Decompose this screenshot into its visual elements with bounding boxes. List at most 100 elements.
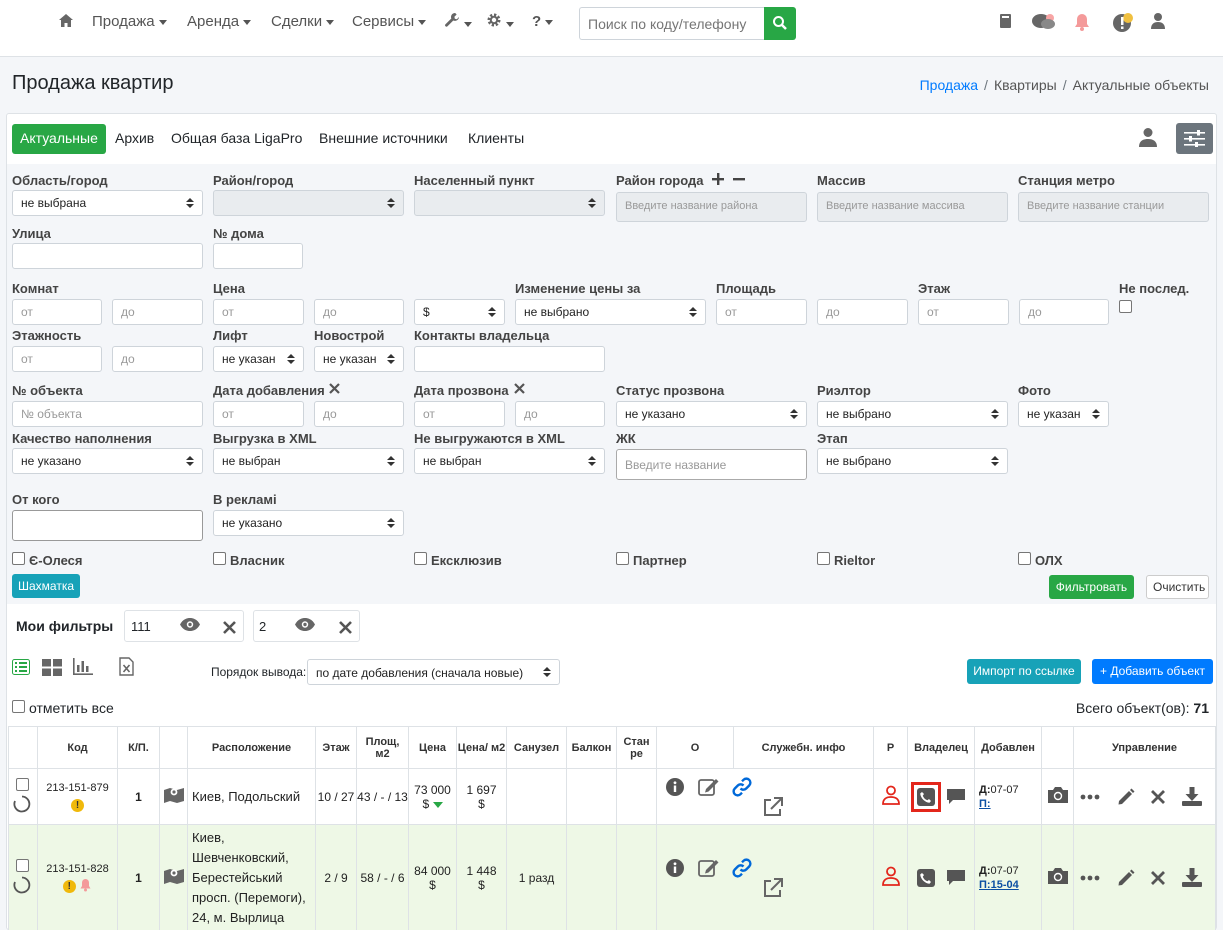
cena-to[interactable]: до — [314, 299, 404, 325]
list-view-icon[interactable] — [12, 659, 30, 675]
etazhnost-to[interactable]: до — [112, 346, 203, 372]
nav-deals[interactable]: Сделки — [271, 13, 335, 30]
izm-select[interactable]: не выбрано — [515, 299, 706, 325]
currency-select[interactable]: $ — [414, 299, 505, 325]
more-icon[interactable] — [1080, 794, 1100, 800]
data-prozv-from[interactable]: от — [414, 401, 505, 427]
map-icon[interactable] — [163, 867, 185, 885]
alert-icon[interactable] — [1111, 12, 1137, 34]
nav-sale[interactable]: Продажа — [92, 13, 167, 30]
th-code[interactable]: Код — [37, 726, 118, 769]
help-menu[interactable]: ? — [532, 13, 554, 30]
nobj-input[interactable]: № объекта — [12, 401, 203, 427]
settings-menu[interactable] — [486, 12, 514, 31]
dom-input[interactable] — [213, 243, 303, 269]
refresh-icon[interactable] — [13, 795, 31, 813]
search-input[interactable] — [579, 7, 765, 40]
edit-note-icon[interactable] — [698, 858, 720, 878]
clear-date-added-icon[interactable] — [329, 383, 340, 394]
kontakty-input[interactable] — [414, 346, 605, 372]
chart-view-icon[interactable] — [73, 658, 93, 675]
refresh-icon[interactable] — [13, 876, 31, 894]
data-prozv-to[interactable]: до — [515, 401, 605, 427]
komnat-from[interactable]: от — [12, 299, 102, 325]
minus-icon[interactable] — [733, 173, 745, 185]
etazh-from[interactable]: от — [918, 299, 1009, 325]
map-icon[interactable] — [163, 786, 185, 804]
saved-filter-2[interactable]: 2 — [253, 610, 360, 642]
tab-archive[interactable]: Архив — [115, 130, 155, 146]
cena-from[interactable]: от — [213, 299, 304, 325]
neposl-checkbox[interactable] — [1119, 300, 1132, 313]
excel-icon[interactable] — [119, 657, 134, 676]
nexml-select[interactable]: не выбран — [414, 448, 605, 474]
row-checkbox[interactable] — [16, 777, 29, 791]
download-icon[interactable] — [1182, 787, 1203, 806]
tab-external[interactable]: Внешние источники — [319, 130, 448, 146]
warning-icon[interactable]: ! — [71, 798, 84, 812]
edit-note-icon[interactable] — [698, 777, 720, 797]
info-icon[interactable] — [665, 858, 685, 878]
rieltor-select[interactable]: не выбрано — [817, 401, 1008, 427]
delete-icon[interactable] — [1150, 789, 1165, 804]
row-added-p[interactable]: П:15-04 — [979, 878, 1019, 891]
import-button[interactable]: Импорт по ссылке — [967, 659, 1081, 684]
nav-rent[interactable]: Аренда — [187, 13, 252, 30]
select-all-checkbox[interactable] — [12, 700, 25, 713]
row-code[interactable]: 213-151-879 — [46, 781, 109, 794]
checkbox-olx[interactable] — [1018, 552, 1031, 565]
row-added-p[interactable]: П: — [979, 797, 991, 810]
link-icon[interactable] — [732, 776, 752, 797]
filter-button[interactable]: Фильтровать — [1049, 575, 1134, 599]
wrench-menu[interactable] — [444, 12, 472, 31]
camera-icon[interactable] — [1047, 867, 1069, 885]
eye-icon[interactable] — [294, 617, 316, 632]
ulica-input[interactable] — [12, 243, 203, 269]
plus-icon[interactable] — [712, 173, 724, 185]
etap-select[interactable]: не выбрано — [817, 448, 1008, 474]
status-select[interactable]: не указано — [616, 401, 807, 427]
th-price[interactable]: Цена — [408, 726, 457, 769]
clear-call-date-icon[interactable] — [514, 383, 525, 394]
saved-filter-1[interactable]: 111 — [124, 610, 244, 642]
add-object-button[interactable]: + Добавить объект — [1092, 659, 1213, 684]
filter-settings-button[interactable] — [1176, 123, 1213, 154]
etazhnost-from[interactable]: от — [12, 346, 102, 372]
xml-select[interactable]: не выбран — [213, 448, 404, 474]
tab-ligapro[interactable]: Общая база LigaPro — [171, 130, 303, 146]
th-sanuzel[interactable]: Санузел — [506, 726, 567, 769]
checkbox-exclusive[interactable] — [414, 552, 427, 565]
vreklame-select[interactable]: не указано — [213, 510, 404, 536]
zhk-input[interactable]: Введите название — [616, 449, 807, 480]
more-icon[interactable] — [1080, 875, 1100, 881]
phone-square-icon[interactable] — [916, 787, 936, 807]
external-link-icon[interactable] — [763, 796, 783, 817]
breadcrumb-flats[interactable]: Квартиры — [993, 77, 1057, 93]
download-icon[interactable] — [1182, 868, 1203, 887]
row-code[interactable]: 213-151-828 — [46, 862, 109, 875]
th-service-info[interactable]: Служебн. инфо — [733, 726, 874, 769]
metro-input[interactable]: Введите название станции — [1018, 192, 1209, 222]
th-state[interactable]: Стан ре — [616, 726, 657, 769]
kachestvo-select[interactable]: не указано — [12, 448, 203, 474]
user-icon[interactable] — [1151, 12, 1165, 30]
tab-actual[interactable]: Актуальные — [12, 124, 106, 154]
warning-icon[interactable]: ! — [62, 879, 76, 893]
chat-icon[interactable] — [1031, 12, 1057, 32]
ploshad-from[interactable]: от — [716, 299, 807, 325]
th-kp[interactable]: К/П. — [117, 726, 160, 769]
clear-button[interactable]: Очистить — [1146, 575, 1209, 599]
message-icon[interactable] — [946, 868, 966, 887]
row-checkbox[interactable] — [16, 858, 29, 872]
search-button[interactable] — [764, 7, 796, 40]
tab-clients[interactable]: Клиенты — [468, 130, 525, 146]
user-filter-icon[interactable] — [1139, 127, 1157, 147]
otkogo-input[interactable] — [12, 510, 203, 541]
link-icon[interactable] — [732, 857, 752, 878]
info-icon[interactable] — [665, 777, 685, 797]
checkbox-vlasnyk[interactable] — [213, 552, 226, 565]
checkbox-partner[interactable] — [616, 552, 629, 565]
home-icon[interactable] — [58, 13, 74, 29]
close-icon[interactable] — [223, 621, 236, 634]
raion-goroda-input[interactable]: Введите название района — [616, 192, 807, 222]
